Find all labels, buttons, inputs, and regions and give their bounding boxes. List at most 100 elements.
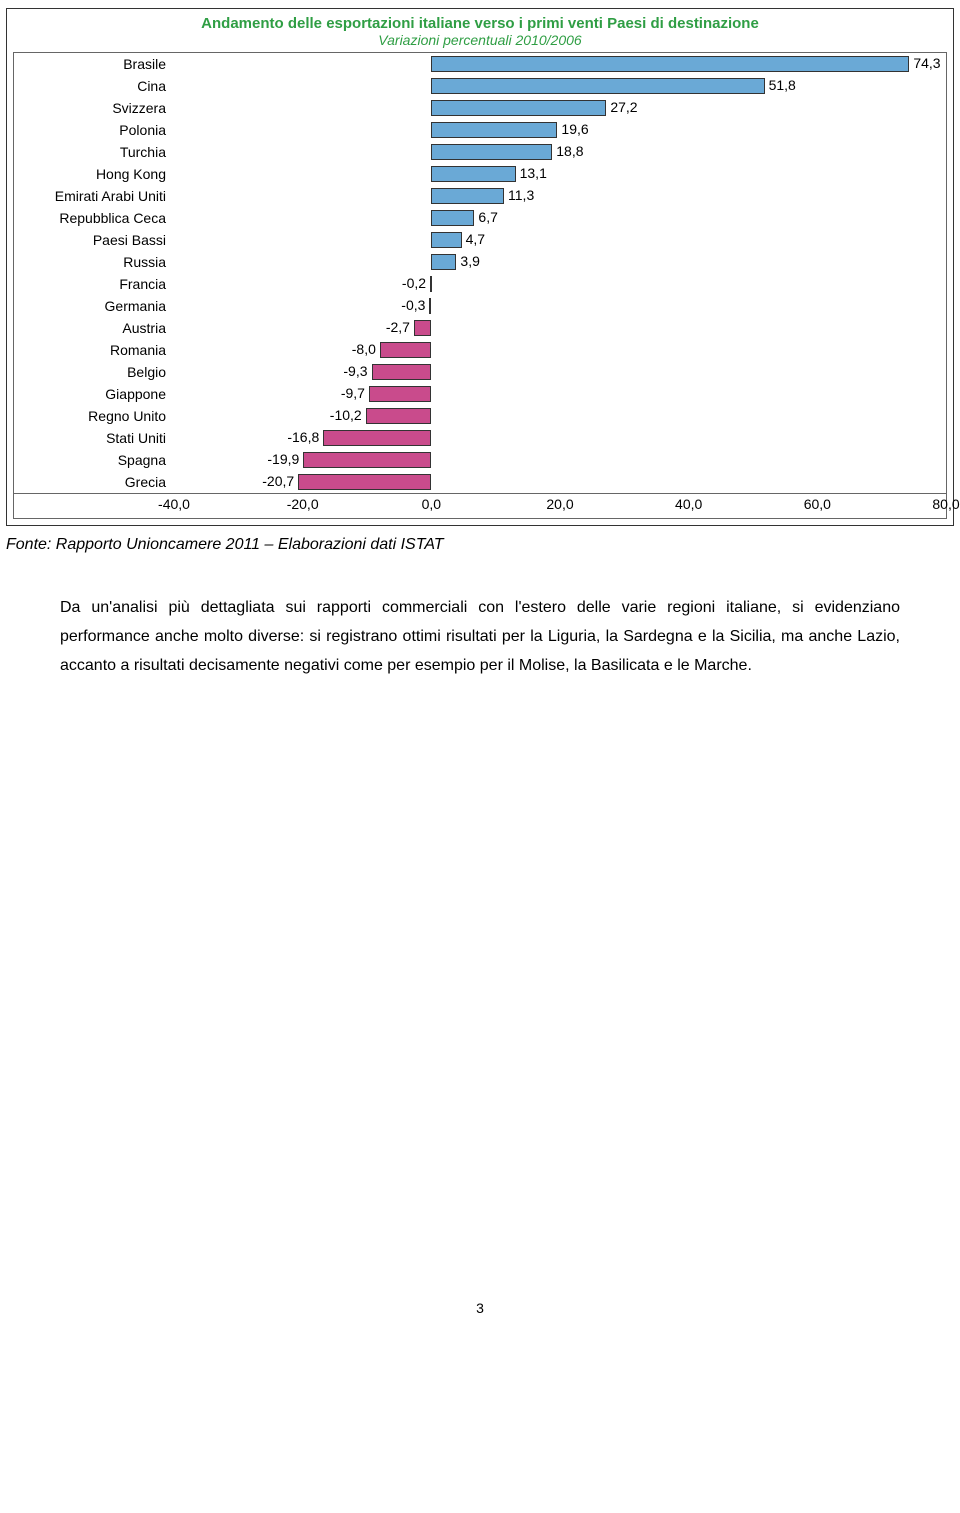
y-axis-label: Francia — [14, 276, 174, 292]
bar-row: Brasile 74,3 — [14, 53, 946, 75]
bar-row: Emirati Arabi Uniti 11,3 — [14, 185, 946, 207]
bar — [431, 188, 504, 204]
bar-cell: 19,6 — [174, 119, 946, 141]
bar-value-label: -20,7 — [262, 473, 294, 489]
chart-x-ticks: -40,0-20,00,020,040,060,080,0 — [174, 496, 946, 518]
bar-row: Francia -0,2 — [14, 273, 946, 295]
y-axis-label: Grecia — [14, 474, 174, 490]
bar-value-label: 13,1 — [520, 165, 547, 181]
bar-row: Repubblica Ceca 6,7 — [14, 207, 946, 229]
bar-cell: 4,7 — [174, 229, 946, 251]
bar — [303, 452, 431, 468]
y-axis-label: Spagna — [14, 452, 174, 468]
y-axis-label: Polonia — [14, 122, 174, 138]
bar-row: Cina 51,8 — [14, 75, 946, 97]
bar-cell: -20,7 — [174, 471, 946, 493]
bar-row: Spagna -19,9 — [14, 449, 946, 471]
bar-cell: 13,1 — [174, 163, 946, 185]
bar-cell: 74,3 — [174, 53, 946, 75]
y-axis-label: Belgio — [14, 364, 174, 380]
bar-value-label: -2,7 — [386, 319, 410, 335]
bar — [372, 364, 432, 380]
y-axis-label: Brasile — [14, 56, 174, 72]
bar-cell: 27,2 — [174, 97, 946, 119]
bar-value-label: 3,9 — [460, 253, 479, 269]
bar — [431, 232, 461, 248]
bar-value-label: 27,2 — [610, 99, 637, 115]
y-axis-label: Hong Kong — [14, 166, 174, 182]
bar — [430, 276, 432, 292]
bar — [380, 342, 431, 358]
bar-value-label: -9,7 — [341, 385, 365, 401]
bar-cell: -9,3 — [174, 361, 946, 383]
bar — [323, 430, 431, 446]
y-axis-label: Russia — [14, 254, 174, 270]
bar-row: Germania -0,3 — [14, 295, 946, 317]
bar-cell: 18,8 — [174, 141, 946, 163]
bar — [431, 78, 764, 94]
bar-row: Hong Kong 13,1 — [14, 163, 946, 185]
chart-x-axis: -40,0-20,00,020,040,060,080,0 — [14, 493, 946, 518]
y-axis-label: Stati Uniti — [14, 430, 174, 446]
bar-cell: -9,7 — [174, 383, 946, 405]
x-axis-tick: 40,0 — [675, 496, 702, 512]
bar — [298, 474, 431, 490]
bar-row: Russia 3,9 — [14, 251, 946, 273]
y-axis-label: Cina — [14, 78, 174, 94]
bar-cell: -8,0 — [174, 339, 946, 361]
y-axis-label: Romania — [14, 342, 174, 358]
y-axis-label: Regno Unito — [14, 408, 174, 424]
body-paragraph: Da un'analisi più dettagliata sui rappor… — [60, 594, 900, 680]
bar — [369, 386, 431, 402]
bar — [414, 320, 431, 336]
x-axis-tick: 80,0 — [932, 496, 959, 512]
bar-value-label: 11,3 — [508, 187, 534, 203]
bar — [431, 144, 552, 160]
bar-cell: -10,2 — [174, 405, 946, 427]
bar-row: Svizzera 27,2 — [14, 97, 946, 119]
y-axis-label: Giappone — [14, 386, 174, 402]
bar-cell: -0,2 — [174, 273, 946, 295]
bar-row: Regno Unito -10,2 — [14, 405, 946, 427]
y-axis-label: Svizzera — [14, 100, 174, 116]
y-axis-label: Austria — [14, 320, 174, 336]
chart-subtitle: Variazioni percentuali 2010/2006 — [7, 32, 953, 48]
bar-row: Austria -2,7 — [14, 317, 946, 339]
y-axis-label: Repubblica Ceca — [14, 210, 174, 226]
x-axis-tick: 0,0 — [422, 496, 441, 512]
bar — [431, 56, 909, 72]
y-axis-label: Paesi Bassi — [14, 232, 174, 248]
x-axis-tick: -20,0 — [287, 496, 319, 512]
bar-value-label: 6,7 — [478, 209, 497, 225]
y-axis-label: Emirati Arabi Uniti — [14, 188, 174, 204]
bar-value-label: -0,3 — [401, 297, 425, 313]
bar-cell: -2,7 — [174, 317, 946, 339]
bar-value-label: 4,7 — [466, 231, 485, 247]
bar-row: Romania -8,0 — [14, 339, 946, 361]
y-axis-label: Germania — [14, 298, 174, 314]
page-number: 3 — [0, 1300, 960, 1316]
bar-cell: 6,7 — [174, 207, 946, 229]
bar — [431, 166, 515, 182]
x-axis-tick: -40,0 — [158, 496, 190, 512]
bar — [431, 254, 456, 270]
bar-value-label: 18,8 — [556, 143, 583, 159]
bar-value-label: -8,0 — [352, 341, 376, 357]
bar-value-label: -0,2 — [402, 275, 426, 291]
bar — [431, 210, 474, 226]
bar-row: Polonia19,6 — [14, 119, 946, 141]
bar-cell: 11,3 — [174, 185, 946, 207]
bar — [366, 408, 432, 424]
chart-title: Andamento delle esportazioni italiane ve… — [7, 15, 953, 32]
bar-cell: 51,8 — [174, 75, 946, 97]
bar-value-label: -10,2 — [330, 407, 362, 423]
bar-value-label: 74,3 — [913, 55, 940, 71]
bar-cell: -16,8 — [174, 427, 946, 449]
bar-row: Grecia -20,7 — [14, 471, 946, 493]
chart-container: Andamento delle esportazioni italiane ve… — [6, 8, 954, 526]
bar-value-label: 51,8 — [769, 77, 796, 93]
bar-value-label: -19,9 — [267, 451, 299, 467]
chart-caption: Fonte: Rapporto Unioncamere 2011 – Elabo… — [6, 536, 954, 554]
bar-row: Paesi Bassi 4,7 — [14, 229, 946, 251]
bar — [431, 122, 557, 138]
